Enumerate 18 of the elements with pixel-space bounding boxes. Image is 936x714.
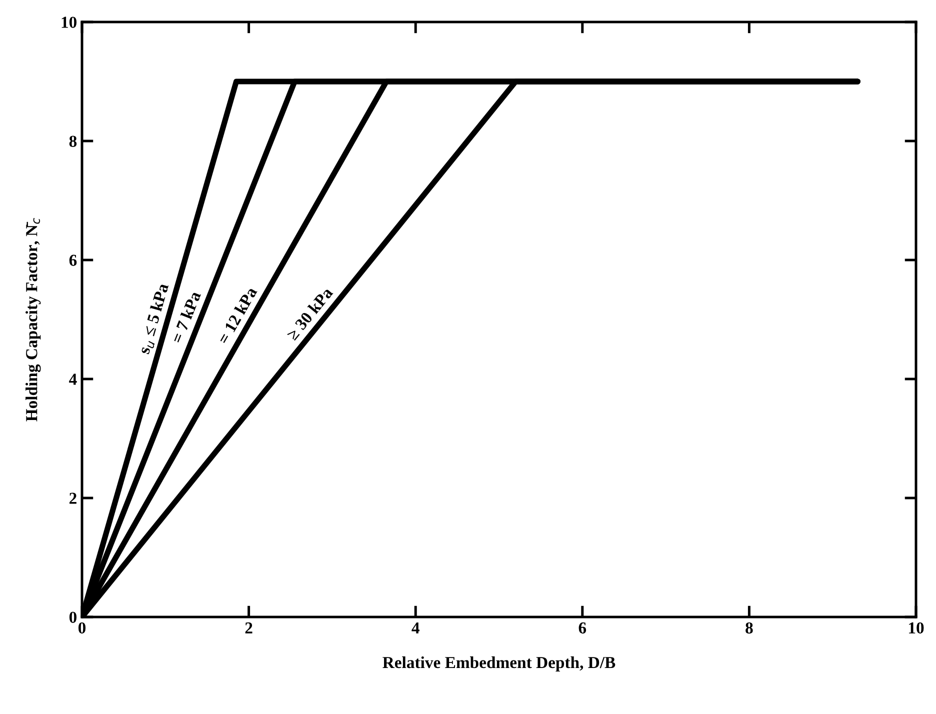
text: = 7 kPa xyxy=(170,290,202,344)
x-tick-label: 6 xyxy=(578,622,586,634)
x-tick-label: 4 xyxy=(412,622,420,634)
y-tick-label: 6 xyxy=(69,254,77,266)
y-tick-label: 8 xyxy=(69,136,77,147)
x-tick-label: 2 xyxy=(245,622,252,634)
text: = 12 kPa xyxy=(217,286,258,345)
y-axis-title: Holding Capacity Factor, N̄$_{c}$ xyxy=(26,218,41,422)
x-axis-title: Relative Embedment Depth, D/B xyxy=(382,656,616,672)
x-tick-label: 0 xyxy=(78,622,86,634)
y-tick-label: 10 xyxy=(62,16,77,28)
y-tick-label: 2 xyxy=(70,492,76,504)
y-tick-label: 0 xyxy=(69,612,77,623)
text: ≥ 30 kPa xyxy=(286,286,334,341)
x-tick-label: 10 xyxy=(909,622,924,634)
y-tick-label: 4 xyxy=(69,374,77,385)
text: s$_{u}$ ≤ 5 kPa xyxy=(138,282,172,356)
x-tick-label: 8 xyxy=(746,622,753,634)
